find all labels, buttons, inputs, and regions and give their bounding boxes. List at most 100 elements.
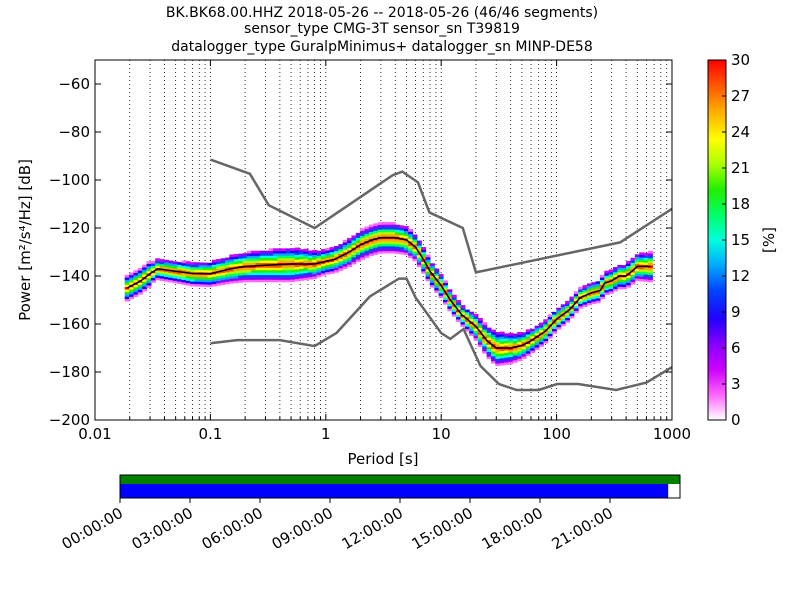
psd-cell	[521, 334, 527, 338]
psd-cell	[504, 350, 509, 353]
psd-cell	[573, 308, 579, 311]
psd-cell	[286, 265, 291, 268]
psd-cell	[578, 291, 584, 295]
psd-cell	[373, 240, 379, 243]
psd-cell	[220, 265, 226, 269]
psd-cell	[451, 294, 457, 298]
psd-cell	[220, 275, 226, 278]
colorbar-tick-label: 6	[731, 339, 741, 357]
psd-cell	[381, 224, 387, 228]
psd-cell	[530, 328, 536, 332]
psd-cell	[316, 255, 322, 259]
psd-cell	[547, 328, 553, 332]
psd-cell	[368, 250, 374, 254]
y-tick-label: −140	[49, 267, 90, 285]
psd-cell	[129, 294, 135, 297]
psd-cell	[621, 267, 627, 271]
psd-cell	[451, 313, 457, 317]
psd-cell	[342, 244, 348, 248]
psd-cell	[268, 262, 274, 266]
psd-cell	[316, 272, 322, 275]
psd-cell	[255, 260, 261, 264]
psd-cell	[442, 294, 448, 298]
psd-cell	[586, 285, 592, 289]
psd-cell	[517, 341, 523, 345]
psd-cell	[177, 276, 182, 280]
psd-cell	[294, 252, 300, 256]
psd-cell	[556, 319, 562, 323]
psd-cell	[333, 265, 339, 268]
psd-cell	[264, 279, 270, 283]
psd-cell	[307, 267, 313, 271]
psd-cell	[486, 346, 492, 350]
psd-cell	[168, 260, 174, 264]
psd-cell	[591, 284, 597, 288]
psd-cell	[499, 336, 505, 340]
psd-cell	[634, 278, 640, 282]
psd-cell	[238, 268, 244, 271]
psd-cell	[137, 277, 143, 281]
psd-cell	[512, 335, 518, 339]
psd-cell	[268, 272, 274, 275]
psd-cell	[573, 310, 579, 314]
psd-cell	[399, 242, 405, 245]
psd-cell	[626, 282, 632, 286]
psd-cell	[469, 333, 475, 337]
psd-cell	[185, 280, 191, 284]
psd-cell	[272, 272, 278, 276]
psd-cell	[482, 346, 488, 349]
psd-cell	[582, 299, 588, 303]
psd-cell	[473, 333, 479, 336]
psd-cell	[552, 323, 557, 327]
psd-cell	[294, 247, 300, 251]
psd-cell	[508, 356, 514, 360]
psd-cell	[543, 338, 549, 342]
psd-cell	[190, 278, 196, 282]
psd-cell	[486, 354, 492, 357]
psd-cell	[268, 248, 274, 251]
psd-cell	[360, 228, 366, 232]
psd-cell	[307, 276, 313, 280]
psd-cell	[595, 288, 601, 292]
psd-cell	[386, 229, 392, 232]
psd-cell	[429, 275, 435, 278]
psd-cell	[177, 271, 182, 275]
x-axis-ticks: 0.01 0.1 1 10 100 1000	[78, 60, 691, 443]
psd-cell	[434, 268, 440, 272]
psd-cell	[229, 256, 235, 260]
psd-cell	[190, 274, 196, 277]
psd-cell	[425, 254, 431, 258]
psd-cell	[229, 276, 235, 279]
psd-cell	[634, 263, 640, 267]
colorbar-tick-label: 12	[731, 267, 750, 285]
psd-cell	[477, 344, 483, 348]
psd-cell	[495, 348, 501, 352]
psd-cell	[177, 264, 182, 268]
psd-cell	[272, 253, 278, 256]
psd-cell	[272, 269, 278, 273]
psd-cell	[565, 303, 571, 306]
psd-cell	[224, 262, 230, 266]
psd-cell	[329, 251, 335, 255]
psd-cell	[373, 244, 379, 248]
psd-cell	[233, 261, 239, 264]
psd-cell	[425, 271, 431, 275]
psd-cell	[124, 284, 130, 288]
psd-cell	[395, 243, 400, 247]
psd-cell	[303, 275, 309, 278]
psd-cell	[599, 291, 605, 295]
psd-cell	[429, 282, 435, 286]
psd-cell	[342, 251, 348, 255]
psd-cell	[277, 274, 283, 278]
psd-cell	[399, 249, 405, 253]
psd-cell	[586, 283, 592, 287]
psd-density-cells	[124, 222, 653, 367]
psd-cell	[647, 260, 653, 264]
psd-cell	[325, 271, 331, 275]
psd-cell	[517, 351, 523, 354]
psd-cell	[469, 314, 475, 317]
psd-cell	[416, 259, 422, 263]
psd-cell	[124, 282, 130, 285]
psd-cell	[177, 266, 182, 270]
psd-cell	[360, 240, 366, 244]
